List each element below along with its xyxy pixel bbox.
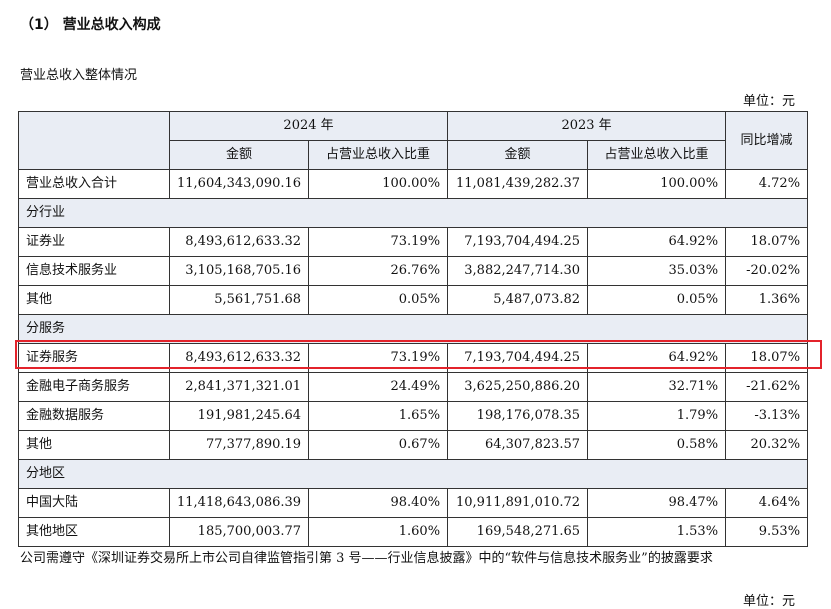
ratio-2023: 35.03% [587,256,727,286]
header-ratio-2024: 占营业总收入比重 [308,140,449,170]
yoy-change: 4.72% [725,169,809,199]
amount-2024: 185,700,003.77 [168,517,310,547]
ratio-2023: 64.92% [587,343,727,373]
section-heading: （1） 营业总收入构成 [20,17,161,33]
table-row: 其他地区 185,700,003.77 1.60% 169,548,271.65… [18,517,809,547]
yoy-change: -3.13% [725,401,809,431]
yoy-change: -21.62% [725,372,809,402]
amount-2024: 8,493,612,633.32 [168,227,310,257]
header-ratio-2023: 占营业总收入比重 [587,140,727,170]
amount-2024: 2,841,371,321.01 [168,372,310,402]
table-row: 中国大陆 11,418,643,086.39 98.40% 10,911,891… [18,488,809,518]
amount-2024: 8,493,612,633.32 [168,343,310,373]
yoy-change: -20.02% [725,256,809,286]
amount-2024: 11,604,343,090.16 [168,169,310,199]
amount-2024: 77,377,890.19 [168,430,310,460]
header-blank [18,111,170,170]
section-row-region: 分地区 [17,459,809,489]
ratio-2024: 0.67% [308,430,449,460]
row-label: 其他 [18,430,170,460]
table-row-highlighted: 证券服务 8,493,612,633.32 73.19% 7,193,704,4… [18,343,809,373]
amount-2023: 5,487,073.82 [447,285,589,315]
row-label: 营业总收入合计 [18,169,170,199]
ratio-2024: 1.60% [308,517,449,547]
ratio-2024: 73.19% [308,343,449,373]
header-amount-2023: 金额 [447,140,589,170]
table-row: 信息技术服务业 3,105,168,705.16 26.76% 3,882,24… [18,256,809,286]
ratio-2023: 0.05% [587,285,727,315]
ratio-2023: 32.71% [587,372,727,402]
header-amount-2024: 金额 [168,140,310,170]
header-year-2024: 2024 年 [168,111,449,141]
revenue-table: 2024 年 2023 年 同比增减 金额 占营业总收入比重 金额 占营业总收入… [17,111,809,547]
ratio-2024: 100.00% [308,169,449,199]
amount-2023: 64,307,823.57 [447,430,589,460]
row-label: 金融数据服务 [18,401,170,431]
table-row: 其他 77,377,890.19 0.67% 64,307,823.57 0.5… [18,430,809,460]
row-label: 中国大陆 [18,488,170,518]
yoy-change: 20.32% [725,430,809,460]
table-subtitle: 营业总收入整体情况 [20,68,138,83]
row-label: 证券业 [18,227,170,257]
amount-2023: 198,176,078.35 [447,401,589,431]
ratio-2023: 100.00% [587,169,727,199]
amount-2024: 3,105,168,705.16 [168,256,310,286]
row-label: 信息技术服务业 [18,256,170,286]
row-label: 其他地区 [18,517,170,547]
table-row: 证券业 8,493,612,633.32 73.19% 7,193,704,49… [18,227,809,257]
header-yoy: 同比增减 [725,111,809,170]
amount-2023: 11,081,439,282.37 [447,169,589,199]
amount-2023: 169,548,271.65 [447,517,589,547]
ratio-2024: 1.65% [308,401,449,431]
yoy-change: 1.36% [725,285,809,315]
ratio-2023: 1.53% [587,517,727,547]
section-label: 分地区 [17,459,809,489]
section-label: 分服务 [17,314,809,344]
row-label: 其他 [18,285,170,315]
amount-2024: 191,981,245.64 [168,401,310,431]
ratio-2023: 98.47% [587,488,727,518]
section-row-industry: 分行业 [17,198,809,228]
amount-2024: 5,561,751.68 [168,285,310,315]
ratio-2024: 73.19% [308,227,449,257]
ratio-2023: 0.58% [587,430,727,460]
table-row: 金融电子商务服务 2,841,371,321.01 24.49% 3,625,2… [18,372,809,402]
ratio-2024: 98.40% [308,488,449,518]
table-row: 其他 5,561,751.68 0.05% 5,487,073.82 0.05%… [18,285,809,315]
amount-2023: 7,193,704,494.25 [447,227,589,257]
unit-label: 单位：元 [742,94,795,109]
ratio-2024: 0.05% [308,285,449,315]
section-row-service: 分服务 [17,314,809,344]
yoy-change: 4.64% [725,488,809,518]
ratio-2024: 24.49% [308,372,449,402]
row-label: 金融电子商务服务 [18,372,170,402]
section-label: 分行业 [17,198,809,228]
amount-2023: 7,193,704,494.25 [447,343,589,373]
amount-2023: 3,882,247,714.30 [447,256,589,286]
table-row: 金融数据服务 191,981,245.64 1.65% 198,176,078.… [18,401,809,431]
yoy-change: 9.53% [725,517,809,547]
amount-2023: 10,911,891,010.72 [447,488,589,518]
amount-2023: 3,625,250,886.20 [447,372,589,402]
ratio-2024: 26.76% [308,256,449,286]
ratio-2023: 1.79% [587,401,727,431]
ratio-2023: 64.92% [587,227,727,257]
row-label: 证券服务 [18,343,170,373]
amount-2024: 11,418,643,086.39 [168,488,310,518]
yoy-change: 18.07% [725,343,809,373]
table-row-total: 营业总收入合计 11,604,343,090.16 100.00% 11,081… [18,169,809,199]
header-year-2023: 2023 年 [447,111,727,141]
yoy-change: 18.07% [725,227,809,257]
disclosure-note: 公司需遵守《深圳证券交易所上市公司自律监管指引第 3 号——行业信息披露》中的“… [20,551,713,566]
